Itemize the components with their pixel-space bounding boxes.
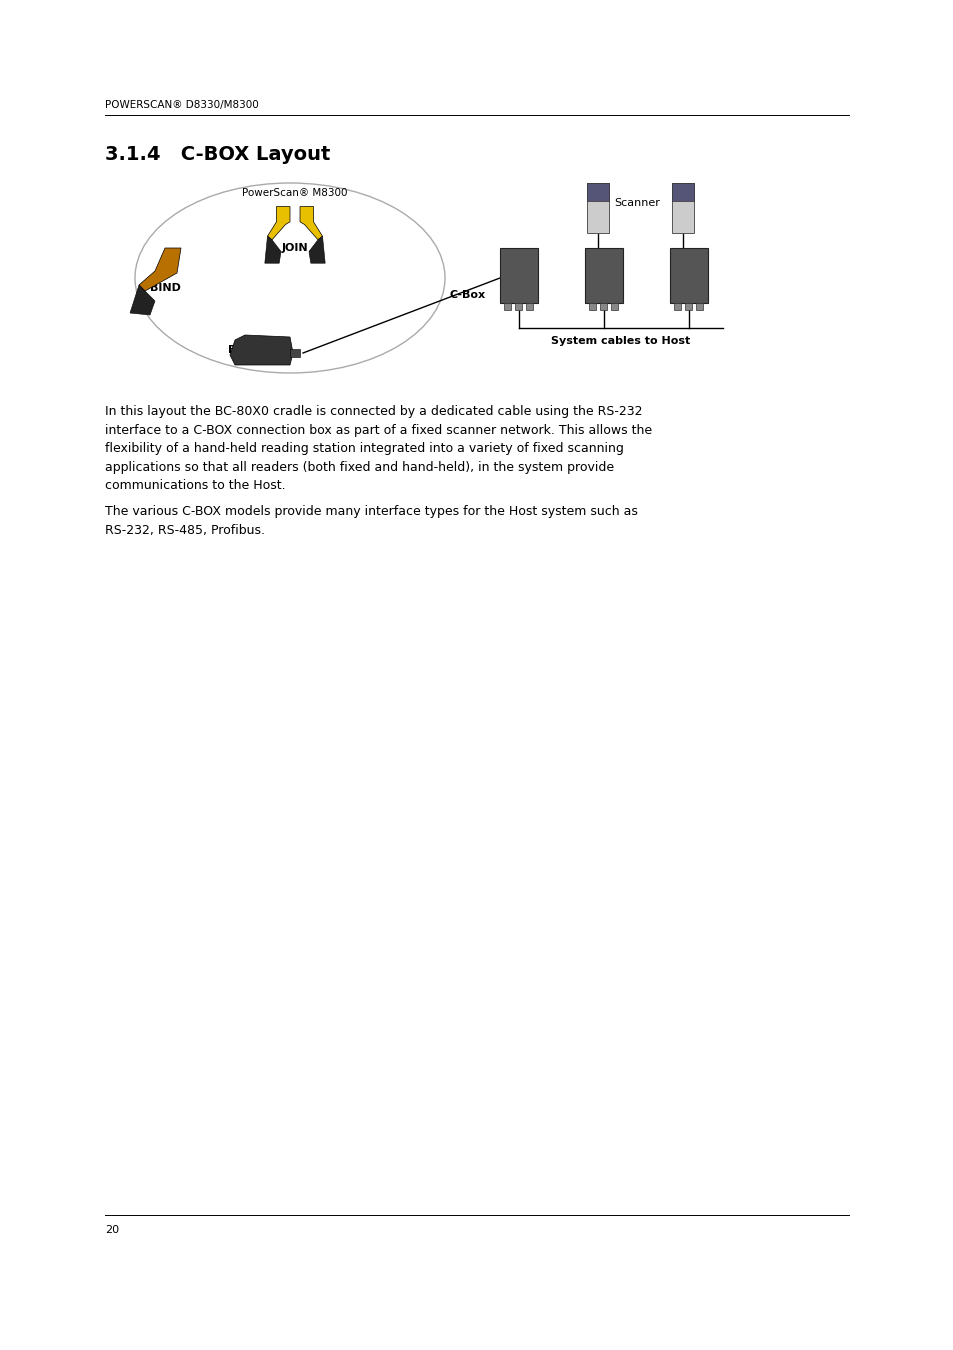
FancyBboxPatch shape xyxy=(503,302,511,311)
FancyBboxPatch shape xyxy=(669,248,707,302)
FancyBboxPatch shape xyxy=(696,302,702,311)
Text: BC-80X0: BC-80X0 xyxy=(229,346,281,355)
FancyBboxPatch shape xyxy=(525,302,533,311)
FancyBboxPatch shape xyxy=(588,302,596,311)
FancyBboxPatch shape xyxy=(671,184,693,234)
FancyBboxPatch shape xyxy=(586,184,608,201)
FancyBboxPatch shape xyxy=(684,302,691,311)
FancyBboxPatch shape xyxy=(290,350,299,356)
FancyBboxPatch shape xyxy=(673,302,680,311)
Text: The various C-BOX models provide many interface types for the Host system such a: The various C-BOX models provide many in… xyxy=(105,505,638,536)
FancyBboxPatch shape xyxy=(586,184,608,234)
Polygon shape xyxy=(130,285,154,315)
FancyBboxPatch shape xyxy=(599,302,606,311)
FancyBboxPatch shape xyxy=(671,184,693,201)
Text: POWERSCAN® D8330/M8300: POWERSCAN® D8330/M8300 xyxy=(105,100,258,109)
Text: PowerScan® M8300: PowerScan® M8300 xyxy=(242,188,348,198)
FancyBboxPatch shape xyxy=(610,302,618,311)
Text: BIND: BIND xyxy=(150,284,181,293)
Polygon shape xyxy=(139,248,181,292)
Polygon shape xyxy=(265,236,281,263)
Text: C-Box: C-Box xyxy=(450,290,486,300)
FancyBboxPatch shape xyxy=(499,248,537,302)
FancyBboxPatch shape xyxy=(584,248,622,302)
Text: Scanner: Scanner xyxy=(614,198,659,208)
Text: In this layout the BC-80X0 cradle is connected by a dedicated cable using the RS: In this layout the BC-80X0 cradle is con… xyxy=(105,405,652,491)
Text: System cables to Host: System cables to Host xyxy=(551,336,690,346)
Polygon shape xyxy=(309,236,325,263)
Polygon shape xyxy=(267,207,290,240)
Text: 20: 20 xyxy=(105,1224,119,1235)
Polygon shape xyxy=(230,335,293,365)
FancyBboxPatch shape xyxy=(515,302,521,311)
Polygon shape xyxy=(299,207,322,240)
Text: 3.1.4   C-BOX Layout: 3.1.4 C-BOX Layout xyxy=(105,144,330,163)
Text: JOIN: JOIN xyxy=(281,243,308,252)
